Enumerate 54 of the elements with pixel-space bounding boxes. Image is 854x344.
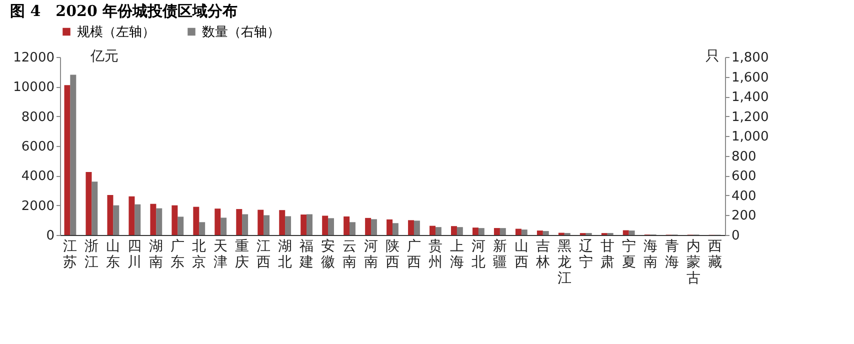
y2-tick-label: 1,400: [732, 90, 769, 106]
x-tick-label: 山东: [106, 238, 120, 270]
x-tick-label: 安徽: [321, 238, 336, 270]
x-tick-label: 山西: [514, 238, 528, 270]
y-tick-label: 4000: [21, 169, 54, 184]
x-tick-label: 四川: [128, 238, 142, 270]
x-tick-label: 陕西: [386, 238, 400, 270]
x-tick-label: 河北: [471, 238, 486, 270]
x-tick-label: 海南: [643, 238, 658, 270]
x-tick-label: 浙江: [84, 238, 99, 270]
x-tick-label: 江苏: [63, 238, 78, 270]
chart-title: 图 4 2020 年份城投债区域分布: [10, 2, 238, 20]
y2-tick-label: 1,000: [732, 130, 769, 145]
y2-tick-label: 600: [732, 169, 756, 184]
bar: [193, 206, 200, 235]
x-tick-label: 宁夏: [622, 238, 636, 270]
y2-tick-label: 1,600: [732, 70, 769, 86]
legend-label: 规模（左轴）: [77, 24, 155, 40]
legend-label: 数量（右轴）: [202, 24, 280, 40]
y-tick-label: 12000: [13, 50, 54, 66]
x-tick-label: 广西: [406, 238, 421, 270]
x-tick-label: 河南: [364, 238, 378, 270]
y-tick-label: 2000: [21, 198, 54, 214]
x-tick-label: 广东: [170, 238, 185, 270]
x-tick-label: 吉林: [534, 238, 550, 270]
y-tick-label: 10000: [13, 80, 54, 96]
x-tick-label: 湖北: [278, 238, 292, 270]
x-tick-label: 青海: [664, 238, 679, 270]
y2-axis-title: 只: [706, 48, 720, 64]
x-tick-label: 甘肃: [600, 238, 614, 270]
y2-tick-label: 400: [732, 188, 756, 204]
x-tick-label: 新疆: [492, 238, 507, 270]
x-tick-label: 湖南: [149, 238, 164, 270]
x-tick-label: 上海: [450, 238, 464, 270]
x-tick-label: 云南: [342, 238, 357, 270]
x-tick-label: 天津: [214, 238, 228, 270]
y-tick-label: 0: [46, 228, 54, 244]
y2-tick-label: 800: [732, 149, 756, 164]
y2-tick-label: 0: [732, 228, 740, 244]
x-tick-label: 辽宁: [578, 238, 593, 270]
y-tick-label: 6000: [21, 140, 54, 154]
x-tick-label: 重庆: [235, 238, 250, 270]
x-tick-label: 福建: [298, 238, 314, 270]
y-tick-label: 8000: [21, 110, 54, 125]
x-tick-label: 北京: [192, 238, 206, 270]
x-tick-label: 江西: [256, 238, 271, 270]
x-tick-label: 西藏: [708, 238, 722, 270]
y2-tick-label: 1,200: [732, 110, 769, 125]
y-axis-title: 亿元: [90, 48, 118, 64]
y2-tick-label: 200: [732, 208, 756, 224]
x-tick-label: 内蒙古: [686, 238, 700, 286]
y2-tick-label: 1,800: [732, 50, 769, 66]
x-tick-label: 贵州: [428, 238, 442, 270]
x-tick-label: 黑龙江: [557, 238, 572, 286]
